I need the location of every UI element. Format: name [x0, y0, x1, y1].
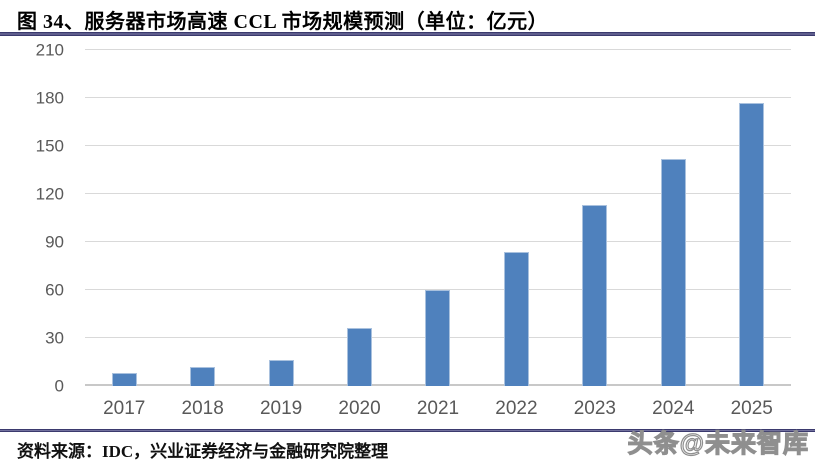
bar-2018: [190, 366, 216, 386]
gridline-210: [85, 49, 791, 50]
source-note: 资料来源：IDC，兴业证券经济与金融研究院整理: [17, 442, 389, 461]
x-tick-label-2018: 2018: [181, 398, 224, 419]
bar-2025: [739, 102, 765, 386]
bar-2020: [347, 328, 373, 386]
bar-slot-2025: [713, 50, 791, 386]
y-tick-label-0: 0: [54, 376, 64, 396]
y-tick-label-180: 180: [35, 88, 64, 108]
bar-2017: [111, 373, 137, 386]
x-tick-label-2023: 2023: [573, 398, 616, 419]
gridline-180: [85, 97, 791, 98]
gridline-90: [85, 241, 791, 242]
bar-slot-2018: [163, 50, 241, 386]
title-rule: [0, 32, 815, 36]
bar-slot-2022: [477, 50, 555, 386]
bar-2019: [268, 360, 294, 386]
y-tick-label-210: 210: [35, 40, 64, 60]
y-tick-label-60: 60: [45, 280, 64, 300]
bar-slot-2021: [399, 50, 477, 386]
x-tick-label-2019: 2019: [259, 398, 303, 419]
bar-2021: [425, 290, 451, 386]
gridline-60: [85, 289, 791, 290]
x-axis: 2017 2018 2019 2020 2021 2022 2023 2024 2025: [85, 396, 791, 422]
bar-2022: [503, 251, 529, 386]
bar-2023: [582, 205, 608, 386]
x-tick-label-2020: 2020: [338, 398, 381, 419]
y-tick-label-90: 90: [45, 232, 64, 252]
x-tick-label-2021: 2021: [416, 398, 460, 419]
bar-slot-2024: [634, 50, 712, 386]
bar-slot-2023: [556, 50, 634, 386]
watermark: 头条@未来智库: [627, 429, 809, 458]
x-tick-label-2022: 2022: [495, 398, 538, 419]
gridline-120: [85, 193, 791, 194]
plot-area: [85, 49, 791, 386]
footer-rule: [0, 429, 815, 432]
bar-2024: [660, 158, 686, 386]
bar-slot-2019: [242, 50, 320, 386]
y-tick-label-30: 30: [45, 328, 64, 348]
gridline-150: [85, 145, 791, 146]
x-tick-label-2024: 2024: [652, 398, 695, 419]
y-axis: 0 30 60 90 120 150 180 210: [0, 42, 64, 395]
bars: [85, 50, 791, 386]
bar-slot-2017: [85, 50, 163, 386]
x-tick-label-2025: 2025: [730, 398, 773, 419]
x-tick-label-2017: 2017: [103, 398, 146, 419]
y-tick-label-120: 120: [35, 184, 64, 204]
bar-slot-2020: [320, 50, 398, 386]
y-tick-label-150: 150: [35, 136, 64, 156]
figure-title: 图 34、服务器市场高速 CCL 市场规模预测（单位：亿元）: [17, 11, 549, 33]
